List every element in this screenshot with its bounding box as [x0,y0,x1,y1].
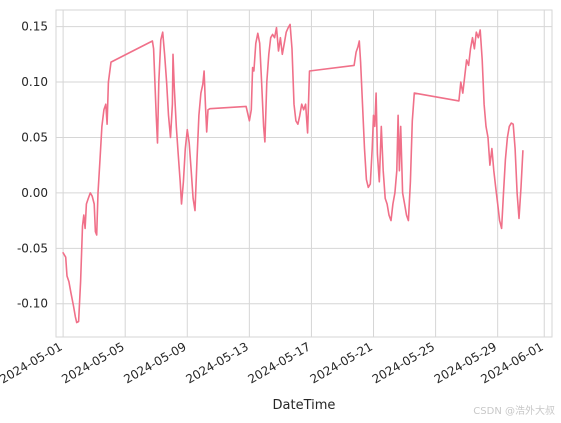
plot-frame [55,9,553,338]
x-tick-labels: 2024-05-012024-05-052024-05-092024-05-13… [0,339,546,386]
x-tick-label: 2024-05-21 [308,339,375,386]
x-axis-label: DateTime [273,398,336,413]
y-tick-labels: 0.15 0.10 0.05 0.00 -0.05 -0.10 [17,20,48,311]
watermark: CSDN @浩外大叔 [473,406,555,417]
x-tick-label: 2024-05-09 [121,339,188,386]
series-layer [62,23,524,324]
y-tick-label: -0.10 [17,297,48,311]
x-tick-label: 2024-05-13 [183,339,250,386]
series-line [62,23,524,324]
grid [55,9,553,338]
x-tick-label: 2024-05-05 [59,339,126,386]
x-tick-label: 2024-05-17 [246,339,313,386]
y-tick-label: 0.15 [21,20,48,34]
y-tick-label: -0.05 [17,241,48,255]
y-tick-label: 0.00 [21,186,48,200]
y-tick-label: 0.05 [21,130,48,144]
x-tick-label: 2024-05-01 [0,339,65,386]
y-tick-label: 0.10 [21,75,48,89]
x-tick-label: 2024-05-25 [370,339,437,386]
